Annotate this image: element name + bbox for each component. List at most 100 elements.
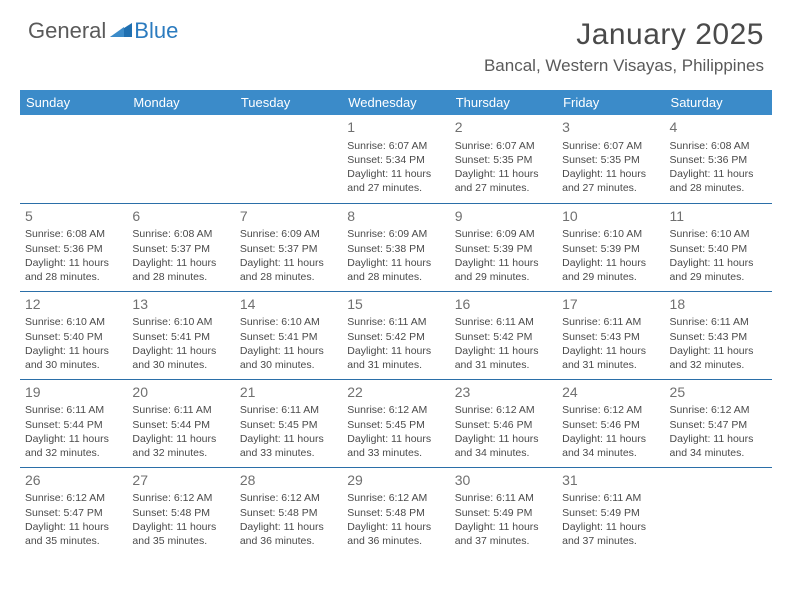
calendar-cell: 6Sunrise: 6:08 AMSunset: 5:37 PMDaylight… [127,203,234,291]
day-details: Sunrise: 6:11 AMSunset: 5:42 PMDaylight:… [347,315,444,372]
day-detail-line: Daylight: 11 hours and 27 minutes. [455,167,552,195]
calendar-cell: 31Sunrise: 6:11 AMSunset: 5:49 PMDayligh… [557,467,664,555]
calendar-cell: 2 Sunrise: 6:07 AMSunset: 5:35 PMDaylight… [450,115,557,203]
calendar-cell: 16Sunrise: 6:11 AMSunset: 5:42 PMDayligh… [450,291,557,379]
day-detail-line: Sunrise: 6:10 AM [670,227,767,241]
day-detail-line: Daylight: 11 hours and 29 minutes. [670,256,767,284]
day-detail-line: Sunset: 5:39 PM [455,242,552,256]
calendar-cell: 1Sunrise: 6:07 AMSunset: 5:34 PMDaylight… [342,115,449,203]
day-detail-line: Sunset: 5:48 PM [347,506,444,520]
day-number: 19 [25,383,122,402]
day-detail-line: Sunset: 5:35 PM [562,153,659,167]
calendar-row: 19Sunrise: 6:11 AMSunset: 5:44 PMDayligh… [20,379,772,467]
day-detail-line: Daylight: 11 hours and 28 minutes. [347,256,444,284]
day-detail-line: Daylight: 11 hours and 29 minutes. [455,256,552,284]
day-detail-line: Daylight: 11 hours and 30 minutes. [132,344,229,372]
day-number: 29 [347,471,444,490]
day-detail-line: Daylight: 11 hours and 30 minutes. [25,344,122,372]
day-detail-line: Sunset: 5:49 PM [562,506,659,520]
day-details: Sunrise: 6:10 AMSunset: 5:41 PMDaylight:… [240,315,337,372]
calendar-cell: 4 Sunrise: 6:08 AMSunset: 5:36 PMDaylight… [665,115,772,203]
calendar-cell: 11Sunrise: 6:10 AMSunset: 5:40 PMDayligh… [665,203,772,291]
day-details: Sunrise: 6:08 AMSunset: 5:36 PMDaylight:… [670,139,767,196]
day-detail-line: Daylight: 11 hours and 31 minutes. [347,344,444,372]
logo: General Blue [28,18,178,44]
day-details: Sunrise: 6:12 AMSunset: 5:48 PMDaylight:… [240,491,337,548]
calendar-cell: 7Sunrise: 6:09 AMSunset: 5:37 PMDaylight… [235,203,342,291]
calendar-row: 12Sunrise: 6:10 AMSunset: 5:40 PMDayligh… [20,291,772,379]
day-detail-line: Daylight: 11 hours and 30 minutes. [240,344,337,372]
calendar-cell: 12Sunrise: 6:10 AMSunset: 5:40 PMDayligh… [20,291,127,379]
day-number: 26 [25,471,122,490]
day-detail-line: Sunset: 5:47 PM [25,506,122,520]
day-details: Sunrise: 6:07 AMSunset: 5:35 PMDaylight:… [455,139,552,196]
day-details: Sunrise: 6:12 AMSunset: 5:45 PMDaylight:… [347,403,444,460]
day-detail-line: Sunrise: 6:10 AM [562,227,659,241]
day-detail-line: Sunset: 5:37 PM [240,242,337,256]
day-number: 4 [670,118,767,137]
day-details: Sunrise: 6:12 AMSunset: 5:47 PMDaylight:… [670,403,767,460]
day-details: Sunrise: 6:11 AMSunset: 5:44 PMDaylight:… [132,403,229,460]
day-detail-line: Daylight: 11 hours and 33 minutes. [347,432,444,460]
day-number: 9 [455,207,552,226]
day-header: Tuesday [235,90,342,115]
day-detail-line: Sunset: 5:45 PM [347,418,444,432]
day-detail-line: Sunrise: 6:09 AM [455,227,552,241]
day-number: 25 [670,383,767,402]
day-detail-line: Daylight: 11 hours and 34 minutes. [670,432,767,460]
day-detail-line: Sunset: 5:48 PM [132,506,229,520]
day-detail-line: Daylight: 11 hours and 32 minutes. [25,432,122,460]
day-detail-line: Sunrise: 6:12 AM [25,491,122,505]
day-number: 28 [240,471,337,490]
day-detail-line: Sunset: 5:40 PM [25,330,122,344]
day-details: Sunrise: 6:11 AMSunset: 5:49 PMDaylight:… [562,491,659,548]
calendar-cell: 26Sunrise: 6:12 AMSunset: 5:47 PMDayligh… [20,467,127,555]
day-detail-line: Sunset: 5:43 PM [562,330,659,344]
day-detail-line: Daylight: 11 hours and 27 minutes. [562,167,659,195]
day-detail-line: Sunset: 5:42 PM [347,330,444,344]
logo-text-general: General [28,18,106,44]
day-detail-line: Sunrise: 6:12 AM [670,403,767,417]
calendar-cell: 19Sunrise: 6:11 AMSunset: 5:44 PMDayligh… [20,379,127,467]
calendar-cell: 18Sunrise: 6:11 AMSunset: 5:43 PMDayligh… [665,291,772,379]
day-details: Sunrise: 6:11 AMSunset: 5:42 PMDaylight:… [455,315,552,372]
calendar-cell: 9Sunrise: 6:09 AMSunset: 5:39 PMDaylight… [450,203,557,291]
calendar-cell: 24Sunrise: 6:12 AMSunset: 5:46 PMDayligh… [557,379,664,467]
day-details: Sunrise: 6:11 AMSunset: 5:44 PMDaylight:… [25,403,122,460]
day-detail-line: Sunrise: 6:12 AM [347,491,444,505]
calendar-row: 26Sunrise: 6:12 AMSunset: 5:47 PMDayligh… [20,467,772,555]
day-detail-line: Sunrise: 6:11 AM [240,403,337,417]
day-number: 3 [562,118,659,137]
day-number: 2 [455,118,552,137]
calendar-cell: 5Sunrise: 6:08 AMSunset: 5:36 PMDaylight… [20,203,127,291]
day-detail-line: Sunset: 5:36 PM [25,242,122,256]
day-header-row: Sunday Monday Tuesday Wednesday Thursday… [20,90,772,115]
title-block: January 2025 Bancal, Western Visayas, Ph… [484,18,764,76]
calendar-row: 5Sunrise: 6:08 AMSunset: 5:36 PMDaylight… [20,203,772,291]
day-detail-line: Sunset: 5:46 PM [562,418,659,432]
day-detail-line: Sunset: 5:37 PM [132,242,229,256]
day-detail-line: Daylight: 11 hours and 35 minutes. [25,520,122,548]
day-detail-line: Sunrise: 6:09 AM [347,227,444,241]
day-detail-line: Daylight: 11 hours and 28 minutes. [240,256,337,284]
logo-triangle-icon [110,21,132,42]
day-number: 30 [455,471,552,490]
day-detail-line: Daylight: 11 hours and 28 minutes. [25,256,122,284]
day-number: 21 [240,383,337,402]
calendar-cell: 25Sunrise: 6:12 AMSunset: 5:47 PMDayligh… [665,379,772,467]
day-detail-line: Sunset: 5:44 PM [25,418,122,432]
day-detail-line: Sunset: 5:35 PM [455,153,552,167]
day-detail-line: Sunset: 5:40 PM [670,242,767,256]
day-detail-line: Daylight: 11 hours and 31 minutes. [455,344,552,372]
day-details: Sunrise: 6:09 AMSunset: 5:37 PMDaylight:… [240,227,337,284]
day-detail-line: Sunrise: 6:08 AM [25,227,122,241]
day-header: Wednesday [342,90,449,115]
day-details: Sunrise: 6:07 AMSunset: 5:34 PMDaylight:… [347,139,444,196]
day-detail-line: Sunrise: 6:08 AM [132,227,229,241]
day-detail-line: Daylight: 11 hours and 28 minutes. [132,256,229,284]
calendar-cell: 27Sunrise: 6:12 AMSunset: 5:48 PMDayligh… [127,467,234,555]
day-detail-line: Sunset: 5:49 PM [455,506,552,520]
day-detail-line: Sunset: 5:41 PM [132,330,229,344]
day-number: 17 [562,295,659,314]
day-number: 27 [132,471,229,490]
